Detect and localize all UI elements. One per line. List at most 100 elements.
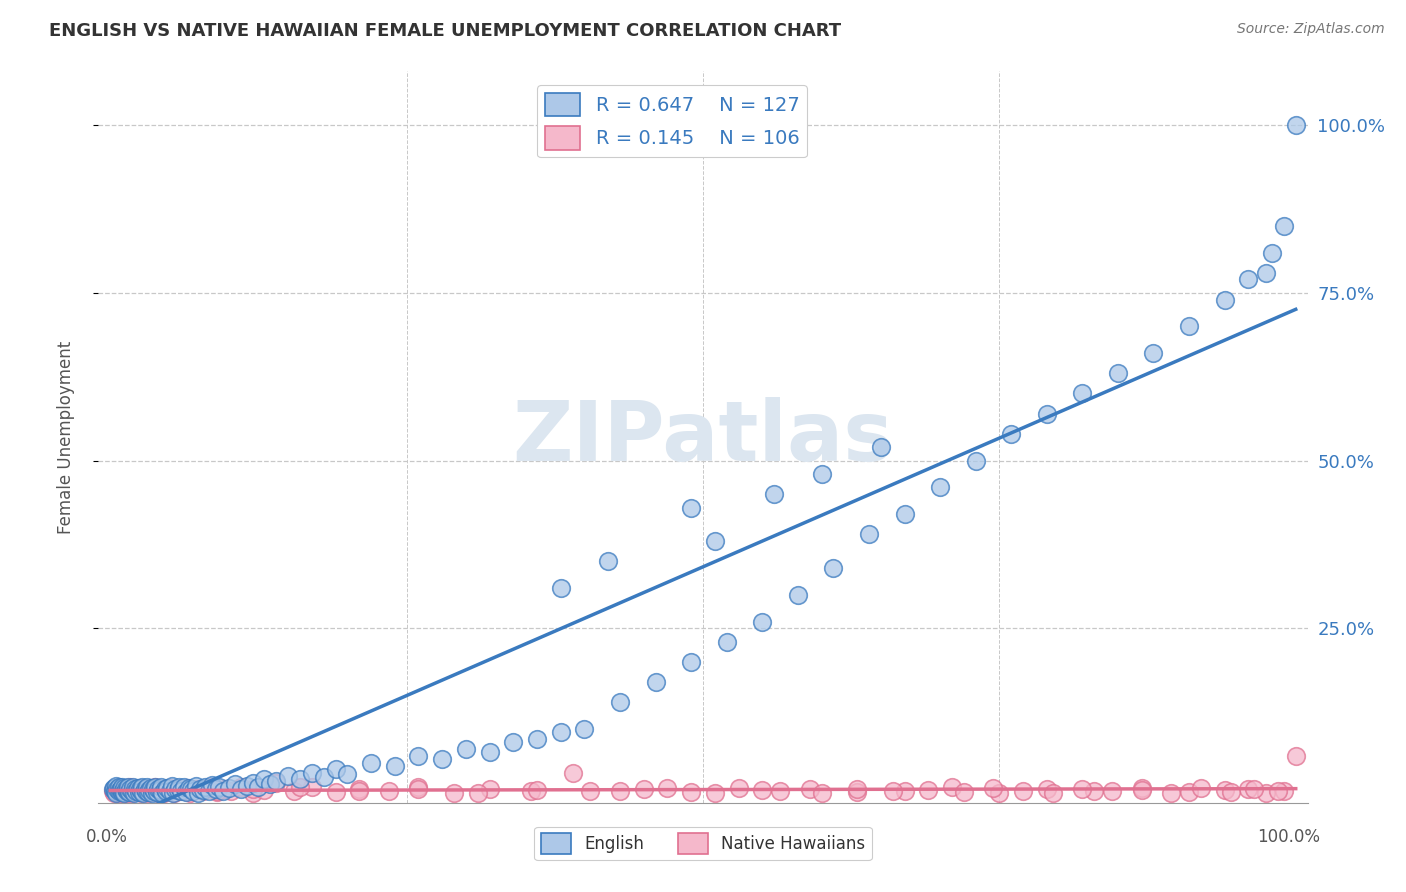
- Legend: English, Native Hawaiians: English, Native Hawaiians: [534, 827, 872, 860]
- Point: [1243, 782, 1265, 797]
- Point: [105, 786, 128, 800]
- Point: [432, 752, 454, 766]
- Point: [131, 780, 153, 794]
- Point: [160, 779, 183, 793]
- Point: [111, 781, 134, 796]
- Point: [139, 780, 162, 795]
- Point: [212, 782, 235, 797]
- Point: [118, 784, 141, 798]
- Point: [111, 780, 134, 794]
- Point: [128, 785, 150, 799]
- Point: [135, 783, 157, 797]
- Point: [150, 783, 173, 797]
- Point: [561, 765, 583, 780]
- Point: [609, 784, 631, 798]
- Point: [146, 786, 169, 800]
- Point: [125, 785, 148, 799]
- Point: [763, 487, 786, 501]
- Point: [118, 785, 141, 799]
- Point: [162, 786, 184, 800]
- Point: [122, 786, 145, 800]
- Point: [1042, 786, 1064, 800]
- Point: [129, 783, 152, 797]
- Point: [550, 725, 572, 739]
- Point: [657, 780, 679, 795]
- Point: [114, 780, 136, 795]
- Point: [893, 783, 915, 797]
- Point: [122, 785, 145, 799]
- Point: [633, 782, 655, 797]
- Point: [201, 778, 224, 792]
- Point: [277, 769, 299, 783]
- Point: [132, 786, 155, 800]
- Point: [114, 782, 136, 797]
- Point: [1285, 118, 1308, 132]
- Point: [125, 783, 148, 797]
- Point: [104, 782, 127, 797]
- Point: [198, 780, 221, 794]
- Point: [893, 508, 915, 522]
- Point: [141, 786, 163, 800]
- Point: [598, 554, 620, 568]
- Point: [135, 781, 157, 796]
- Point: [155, 784, 177, 798]
- Point: [145, 785, 167, 799]
- Point: [846, 785, 869, 799]
- Point: [181, 783, 204, 797]
- Text: Source: ZipAtlas.com: Source: ZipAtlas.com: [1237, 22, 1385, 37]
- Point: [478, 746, 501, 760]
- Point: [579, 784, 602, 798]
- Point: [197, 784, 219, 798]
- Point: [184, 781, 207, 796]
- Point: [117, 783, 139, 797]
- Point: [823, 561, 845, 575]
- Point: [153, 782, 176, 797]
- Point: [1130, 780, 1153, 795]
- Point: [1254, 266, 1277, 280]
- Point: [882, 784, 904, 798]
- Point: [1000, 426, 1022, 441]
- Point: [108, 783, 131, 797]
- Point: [105, 780, 128, 795]
- Point: [325, 785, 347, 799]
- Point: [136, 786, 159, 800]
- Point: [253, 772, 276, 787]
- Point: [159, 780, 181, 795]
- Point: [208, 780, 231, 794]
- Point: [858, 527, 880, 541]
- Point: [574, 722, 596, 736]
- Point: [681, 655, 703, 669]
- Point: [253, 783, 276, 797]
- Point: [1237, 781, 1260, 796]
- Point: [716, 634, 738, 648]
- Point: [952, 785, 974, 799]
- Point: [115, 786, 138, 800]
- Point: [125, 784, 148, 798]
- Point: [165, 781, 187, 796]
- Point: [204, 782, 226, 797]
- Point: [408, 780, 430, 795]
- Point: [1130, 783, 1153, 797]
- Point: [1254, 786, 1277, 800]
- Point: [235, 779, 257, 793]
- Point: [156, 780, 179, 795]
- Point: [104, 783, 127, 797]
- Point: [786, 588, 808, 602]
- Point: [502, 735, 524, 749]
- Point: [325, 762, 347, 776]
- Point: [288, 772, 311, 787]
- Point: [347, 781, 370, 796]
- Point: [1036, 782, 1059, 797]
- Point: [205, 784, 228, 798]
- Point: [259, 777, 281, 791]
- Point: [242, 775, 264, 789]
- Point: [384, 759, 406, 773]
- Point: [121, 783, 143, 797]
- Point: [751, 615, 773, 629]
- Point: [1285, 748, 1308, 763]
- Point: [1261, 245, 1284, 260]
- Point: [153, 785, 176, 799]
- Point: [1189, 780, 1212, 795]
- Point: [173, 784, 195, 798]
- Point: [107, 784, 129, 798]
